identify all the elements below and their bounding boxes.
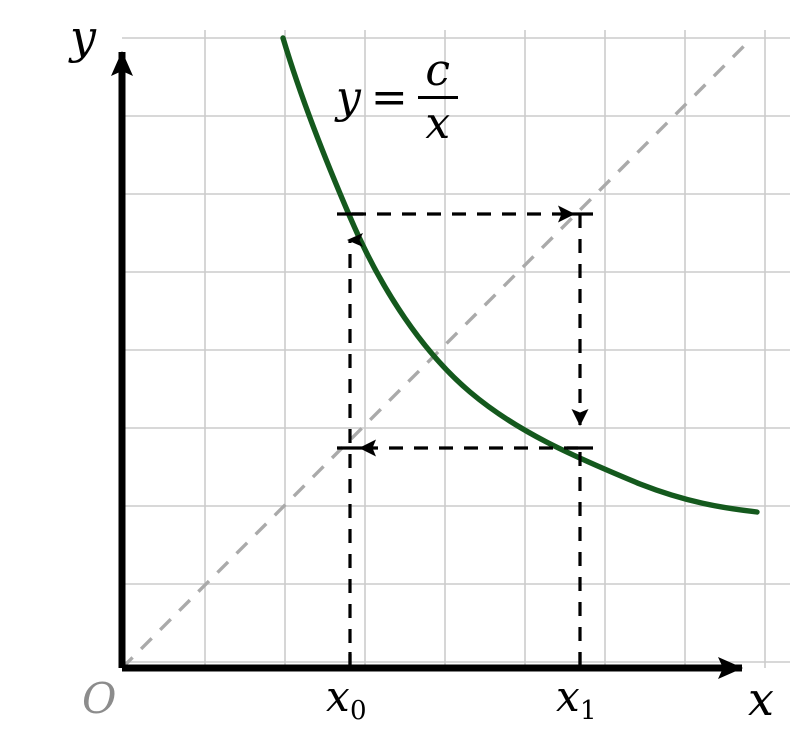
tick-label-x0: x0 [326, 676, 367, 727]
axes [111, 51, 743, 679]
equation-numerator: c [425, 45, 451, 96]
grid-vertical [204, 30, 766, 668]
tick-label-x1-subscript: 1 [579, 696, 597, 727]
equation-label: y = c x [336, 45, 458, 150]
tick-label-x0-base: x [326, 672, 350, 721]
node-tick-marks [337, 212, 593, 450]
tick-label-x1: x1 [556, 676, 597, 727]
hyperbola-curve [280, 35, 760, 515]
grid-lines [122, 30, 790, 668]
fraction-bar [417, 96, 458, 100]
tick-label-x0-subscript: 0 [349, 696, 367, 727]
identity-line-y-equals-x [120, 36, 754, 670]
equation-denominator: x [425, 98, 451, 150]
axis-tick-stubs [348, 652, 582, 668]
equation-lhs: y [336, 72, 361, 124]
tick-label-x1-base: x [556, 672, 580, 721]
grid-horizontal [122, 37, 790, 663]
equation-equals-sign: = [370, 72, 408, 124]
x-axis-label: x [748, 672, 774, 726]
origin-label: O [82, 674, 117, 723]
construction-lines [347, 205, 589, 668]
equation-fraction: c x [417, 45, 458, 150]
y-axis-label: y [70, 10, 96, 64]
